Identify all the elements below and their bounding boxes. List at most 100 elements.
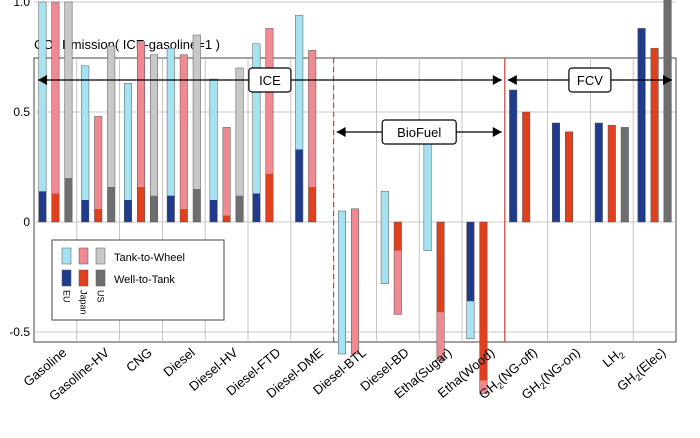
bar-outline (38, 1, 47, 223)
bar-outline (51, 1, 60, 223)
bar-outline (509, 89, 518, 223)
bracket-label: ICE (259, 73, 281, 88)
bar-outline (107, 45, 116, 223)
bar-tank-to-wheel-us (235, 68, 244, 196)
bar-outline (351, 208, 359, 355)
bar-well-to-tank-us (64, 178, 73, 222)
bar-well-to-tank-eu (252, 193, 261, 222)
bracket-arrow-right (492, 127, 502, 137)
bar-tank-to-wheel-eu (295, 15, 303, 150)
bar-tank-to-wheel-us (193, 35, 201, 189)
bar-outline (64, 1, 73, 223)
x-category-label-subscript: 2 (634, 372, 644, 383)
legend-well-to-tank-label: Well-to-Tank (114, 274, 175, 286)
legend-swatch-well-to-tank-us (95, 269, 106, 287)
bar-tank-to-wheel-eu (381, 191, 389, 284)
bar-outline (94, 116, 103, 223)
bracket-arrow-left (38, 75, 47, 85)
bar-well-to-tank-japan (180, 208, 188, 222)
x-category-label: Diesel (160, 345, 197, 380)
bar-tank-to-wheel-japan (351, 208, 359, 354)
bar-tank-to-wheel-japan (137, 41, 145, 187)
bar-outline (265, 28, 274, 223)
bar-outline (393, 221, 402, 315)
bar-tank-to-wheel-eu (38, 2, 47, 192)
bracket-arrow-left (336, 127, 346, 137)
x-category-label-subscript: 2 (538, 380, 548, 391)
bar-well-to-tank-eu (595, 123, 603, 222)
bar-well-to-tank-japan (308, 186, 316, 222)
bar-tank-to-wheel-japan (94, 116, 102, 209)
bar-outline (252, 43, 261, 223)
bar-well-to-tank-eu (209, 200, 218, 222)
legend-region-label: US (96, 290, 106, 303)
legend-swatch-tank-to-wheel-eu (61, 247, 72, 265)
bar-tank-to-wheel-eu (81, 65, 89, 200)
legend-swatch-well-to-tank-japan (78, 269, 89, 287)
bar-outline (552, 122, 560, 223)
x-category-label-main: Diesel (160, 345, 197, 380)
bar-well-to-tank-japan (565, 131, 573, 222)
bar-outline (235, 67, 244, 223)
legend-region-label: EU (62, 290, 72, 303)
y-tick-label: -0.5 (9, 325, 30, 339)
bar-well-to-tank-japan (222, 215, 231, 222)
bar-well-to-tank-eu (167, 195, 175, 222)
bar-outline (166, 47, 175, 223)
bar-well-to-tank-us (107, 186, 115, 222)
bar-well-to-tank-eu (295, 149, 303, 222)
bar-tank-to-wheel-eu (124, 83, 132, 200)
bar-outline (338, 210, 346, 355)
bar-outline (192, 34, 201, 223)
bar-tank-to-wheel-japan (51, 2, 60, 194)
legend-swatch-tank-to-wheel-us (95, 247, 106, 265)
bar-well-to-tank-eu (509, 90, 517, 222)
bar-tank-to-wheel-us (64, 2, 73, 178)
bracket-label-box (381, 119, 457, 145)
legend-swatch-tank-to-wheel-japan (78, 247, 89, 265)
bar-outline (81, 65, 90, 223)
bar-tank-to-wheel-eu (167, 48, 175, 196)
bar-well-to-tank-us (621, 127, 629, 222)
x-category-label-suffix: (Elec) (633, 345, 669, 378)
bar-tank-to-wheel-japan (308, 50, 316, 187)
bar-outline (308, 50, 317, 223)
bracket-label: BioFuel (397, 125, 441, 140)
bar-outline (124, 83, 132, 223)
bar-well-to-tank-japan (94, 208, 102, 222)
bar-well-to-tank-eu (552, 123, 560, 222)
bar-well-to-tank-japan (522, 112, 530, 222)
bar-outline (565, 131, 573, 223)
bar-well-to-tank-eu (466, 222, 475, 339)
x-category-label: LH2 (600, 345, 628, 372)
bar-outline (479, 221, 488, 394)
bar-tank-to-wheel-eu (209, 79, 218, 200)
x-category-label: CNG (123, 345, 155, 375)
bar-outline (522, 111, 531, 223)
bar-outline (650, 47, 659, 223)
bar-well-to-tank-us (193, 189, 201, 222)
bar-well-to-tank-eu (124, 200, 132, 222)
bar-outline (150, 54, 158, 223)
bracket-arrow-left (507, 75, 517, 85)
bracket-arrow-right (492, 75, 502, 85)
bar-outline (137, 41, 145, 223)
bar-outline (380, 190, 389, 284)
bar-well-to-tank-us (663, 0, 672, 223)
bar-outline (295, 14, 304, 223)
bar-well-to-tank-japan (137, 186, 145, 222)
bar-tank-to-wheel-japan (436, 312, 445, 361)
bar-well-to-tank-japan (51, 193, 60, 222)
bracket-arrow-right (663, 75, 672, 85)
bracket-label-box (568, 67, 612, 93)
legend-region-label: Japan (79, 290, 89, 315)
bar-well-to-tank-japan (608, 125, 616, 222)
bar-well-to-tank-us (150, 195, 158, 222)
x-category-label-suffix: (NG-on) (537, 345, 583, 387)
bracket-label: FCV (577, 73, 603, 88)
bar-tank-to-wheel-japan (479, 380, 488, 394)
bar-tank-to-wheel-eu (338, 211, 346, 354)
bar-tank-to-wheel-japan (180, 54, 188, 209)
x-category-label-subscript: 2 (495, 380, 505, 391)
